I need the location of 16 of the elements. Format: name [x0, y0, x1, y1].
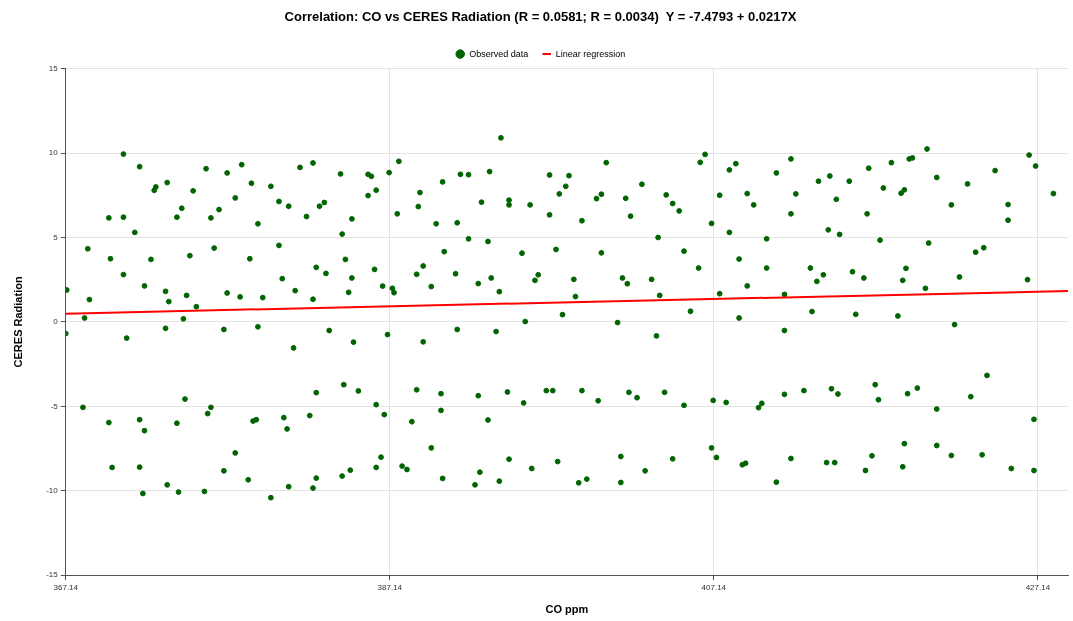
- chart-title: Correlation: CO vs CERES Radiation (R = 0.0581; R = 0.0034) Y = -7.4793 + 0.0217X: [284, 9, 797, 25]
- y-tick-label: 10: [48, 148, 59, 158]
- x-tick-label: 387.14: [377, 583, 403, 593]
- x-axis-title: CO ppm: [545, 603, 589, 616]
- y-axis-title: CERES Radiation: [11, 276, 24, 368]
- legend-label: Linear regression: [555, 48, 626, 59]
- y-tick-label: 15: [48, 63, 59, 73]
- x-tick-label: 407.14: [701, 583, 727, 593]
- y-tick-label: -10: [46, 485, 59, 495]
- y-tick-label: 0: [53, 317, 59, 327]
- y-tick-label: 5: [53, 232, 59, 242]
- x-tick-label: 367.14: [53, 583, 79, 593]
- x-tick-label: 427.14: [1025, 583, 1051, 593]
- y-tick-label: -5: [50, 401, 59, 411]
- legend-label: Observed data: [469, 48, 529, 59]
- y-tick-label: -15: [46, 570, 59, 580]
